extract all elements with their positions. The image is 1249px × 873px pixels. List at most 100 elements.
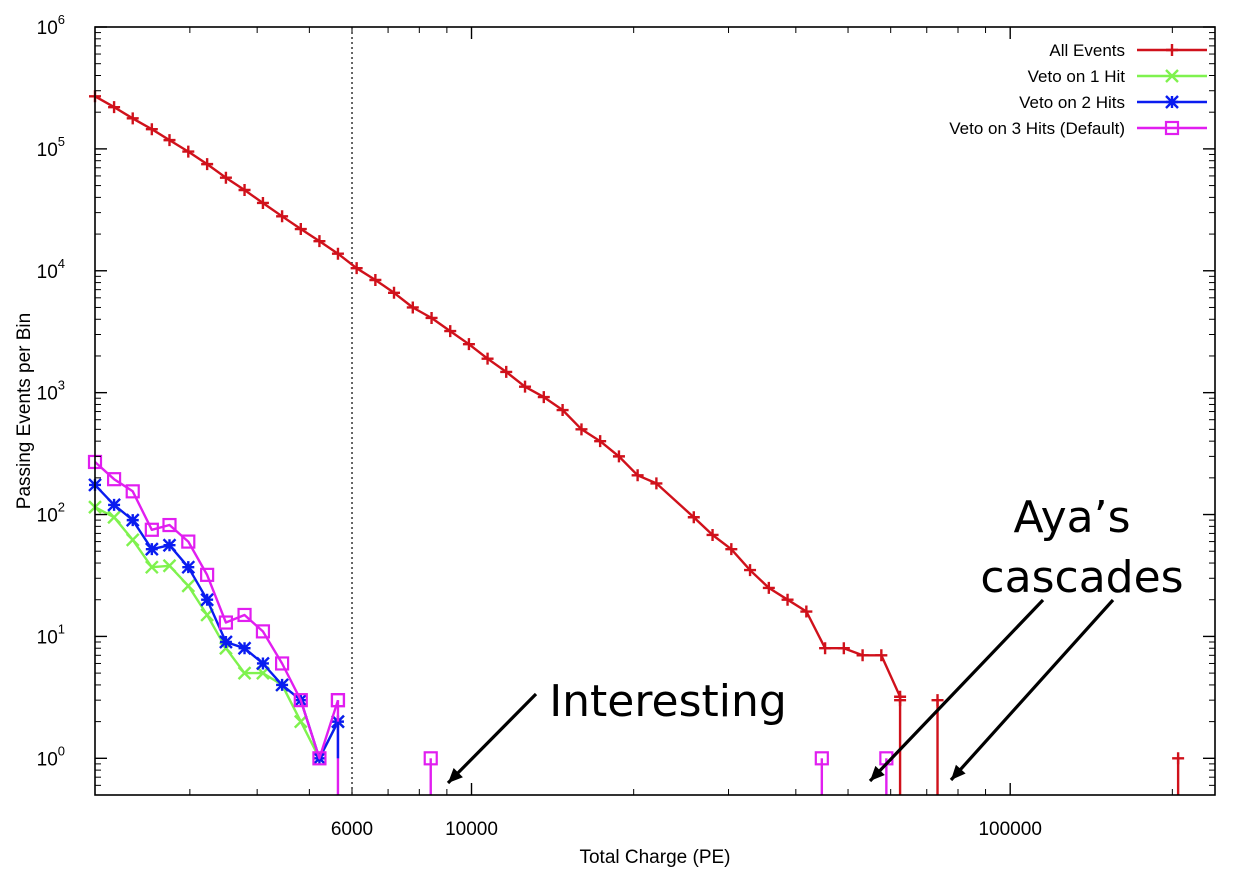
y-tick-exponent: 2 — [58, 500, 65, 515]
square-marker — [1164, 120, 1180, 136]
square-marker — [162, 517, 177, 533]
x-marker — [125, 532, 140, 547]
square-marker — [125, 484, 140, 499]
y-tick-base: 10 — [37, 384, 58, 405]
y-tick-label: 100 — [37, 743, 65, 770]
plus-marker — [145, 123, 158, 136]
plus-marker — [519, 380, 532, 393]
y-tick-base: 10 — [37, 262, 58, 283]
series-0 — [89, 90, 1185, 795]
plus-marker — [856, 649, 869, 662]
plus-marker — [481, 352, 494, 365]
legend-label: Veto on 3 Hits (Default) — [949, 119, 1125, 138]
plus-marker — [537, 391, 550, 404]
plus-marker — [575, 423, 588, 436]
square-marker — [312, 751, 327, 766]
plus-marker — [744, 564, 757, 577]
square-marker — [423, 751, 438, 766]
arrow-cascade-2-shaft — [949, 598, 1115, 782]
square-marker — [106, 472, 122, 487]
y-tick-base: 10 — [37, 506, 58, 527]
plus-marker — [369, 273, 382, 286]
square-marker — [237, 607, 252, 623]
arrow-cascade-1-shaft — [868, 598, 1045, 783]
y-tick-label: 103 — [37, 378, 65, 405]
star-marker — [200, 592, 214, 607]
x-marker — [181, 578, 196, 593]
plus-marker — [687, 511, 700, 524]
square-marker — [200, 567, 215, 582]
plus-marker — [201, 158, 214, 171]
y-tick-base: 10 — [37, 749, 58, 770]
plus-marker — [762, 581, 775, 594]
square-marker — [144, 522, 159, 537]
plus-marker — [350, 262, 363, 275]
legend: All Events Veto on 1 Hit Veto on 2 Hits Vet… — [949, 41, 1207, 138]
series-line — [94, 484, 340, 760]
plus-marker — [238, 183, 251, 196]
plus-marker — [425, 311, 438, 324]
star-marker — [219, 635, 233, 649]
star-marker — [144, 542, 159, 557]
y-tick-base: 10 — [37, 140, 58, 161]
x-marker — [144, 560, 159, 575]
annotation-interesting: Interesting — [549, 676, 787, 727]
plus-marker — [556, 404, 569, 417]
y-tick-exponent: 0 — [58, 743, 65, 758]
square-marker — [218, 615, 234, 630]
y-tick-label: 101 — [37, 621, 65, 648]
x-marker — [107, 510, 121, 525]
x-tick-label: 100000 — [978, 819, 1041, 840]
y-tick-base: 10 — [37, 627, 58, 648]
plus-marker — [706, 528, 719, 541]
plus-marker — [462, 338, 475, 351]
plus-marker — [875, 649, 888, 662]
plus-marker — [1172, 752, 1185, 765]
annotation-ayas: Aya’s — [1013, 492, 1130, 543]
star-marker — [162, 538, 177, 553]
plus-marker — [612, 450, 625, 463]
legend-label: Veto on 2 Hits — [1019, 93, 1125, 112]
plus-marker — [219, 171, 232, 184]
x-marker — [237, 666, 252, 680]
plus-marker — [256, 196, 269, 209]
arrow-cascade-1-head — [870, 765, 885, 781]
plus-marker — [800, 605, 813, 618]
square-marker — [274, 656, 290, 671]
x-axis-label: Total Charge (PE) — [579, 847, 730, 868]
star-marker — [1165, 95, 1179, 109]
square-marker — [293, 693, 308, 708]
plus-marker — [126, 112, 139, 125]
star-marker — [256, 656, 270, 671]
plus-marker — [182, 145, 195, 158]
y-tick-label: 102 — [37, 500, 65, 527]
y-tick-exponent: 4 — [58, 256, 65, 271]
y-tick-label: 104 — [37, 256, 65, 283]
plus-marker — [631, 469, 644, 482]
square-marker — [181, 534, 196, 549]
x-tick-label: 10000 — [445, 819, 498, 840]
y-tick-exponent: 1 — [58, 621, 65, 636]
plus-marker — [837, 642, 850, 655]
y-tick-label: 106 — [37, 12, 65, 39]
plus-marker — [163, 134, 176, 147]
plus-marker — [444, 325, 457, 338]
arrow-cascade-2-head — [951, 764, 966, 780]
plus-marker — [1166, 44, 1178, 56]
plus-marker — [500, 365, 513, 378]
series-1 — [88, 500, 345, 766]
star-marker — [107, 498, 121, 512]
legend-label: All Events — [1049, 41, 1125, 60]
plus-marker — [781, 593, 794, 606]
legend-label: Veto on 1 Hit — [1028, 67, 1126, 86]
series-line — [94, 461, 340, 760]
star-marker — [181, 560, 196, 575]
y-tick-exponent: 5 — [58, 134, 65, 149]
star-marker — [275, 678, 289, 692]
arrow-interesting-shaft — [446, 692, 538, 785]
annotations: Interesting Aya’s cascades — [446, 492, 1184, 785]
plus-marker — [313, 235, 326, 248]
series-layer — [87, 90, 1185, 795]
plus-marker — [108, 101, 121, 114]
